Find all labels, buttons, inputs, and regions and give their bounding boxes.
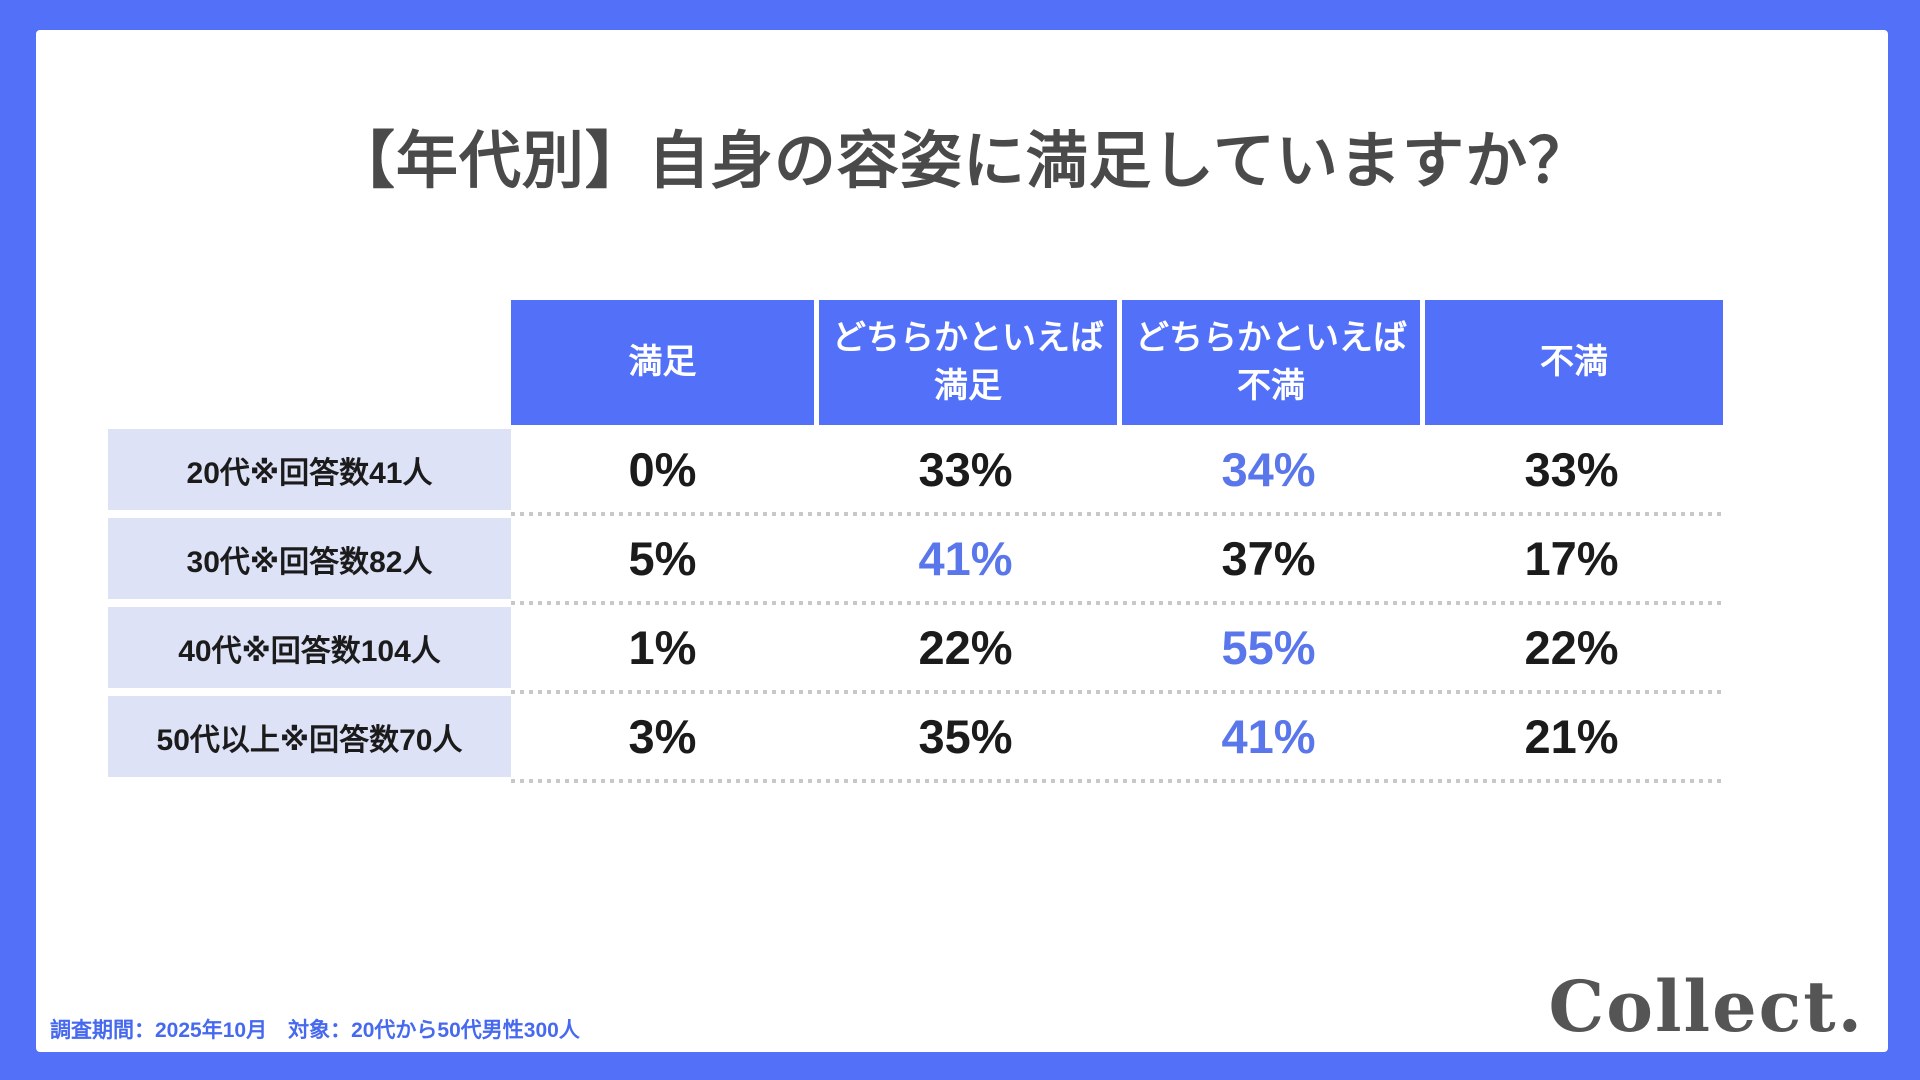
value-cell: 33% bbox=[1524, 443, 1619, 496]
column-header-line: 満足 bbox=[628, 342, 697, 381]
table-row: 20代※回答数41人 0% 33% 34% 33% bbox=[108, 425, 1723, 516]
value-cell: 0% bbox=[628, 443, 697, 496]
page-title: 【年代別】自身の容姿に満足していますか？ bbox=[332, 127, 1592, 196]
value-cell: 33% bbox=[918, 443, 1013, 496]
value-cell: 41% bbox=[918, 532, 1013, 585]
value-cell: 35% bbox=[918, 710, 1013, 763]
value-cell: 22% bbox=[918, 621, 1013, 674]
value-cell: 21% bbox=[1524, 710, 1619, 763]
column-header-line: 不満 bbox=[1237, 366, 1305, 405]
row-label-40s: 40代※回答数104人 bbox=[108, 607, 511, 688]
column-header-satisfied: 満足 bbox=[511, 300, 814, 425]
column-header-dissatisfied: 不満 bbox=[1420, 300, 1723, 425]
infographic-card: 【年代別】自身の容姿に満足していますか？ 満足 どちらかといえば 満足 どちらか… bbox=[36, 30, 1888, 1052]
column-header-line: どちらかといえば bbox=[1135, 318, 1407, 357]
column-header-somewhat-dissatisfied: どちらかといえば 不満 bbox=[1117, 300, 1420, 425]
column-header-somewhat-satisfied: どちらかといえば 満足 bbox=[814, 300, 1117, 425]
value-cell: 5% bbox=[628, 532, 697, 585]
column-header-line: 満足 bbox=[934, 366, 1002, 405]
table-row: 50代以上※回答数70人 3% 35% 41% 21% bbox=[108, 692, 1723, 783]
table-row: 40代※回答数104人 1% 22% 55% 22% bbox=[108, 603, 1723, 694]
row-label-30s: 30代※回答数82人 bbox=[108, 518, 511, 599]
survey-note: 調査期間：2025年10月 対象：20代から50代男性300人 bbox=[50, 1019, 580, 1042]
value-cell: 41% bbox=[1221, 710, 1316, 763]
value-cell: 1% bbox=[628, 621, 697, 674]
value-cell: 22% bbox=[1524, 621, 1619, 674]
value-cell: 37% bbox=[1221, 532, 1316, 585]
value-cell: 3% bbox=[628, 710, 697, 763]
column-header-line: 不満 bbox=[1540, 342, 1608, 381]
value-cell: 17% bbox=[1524, 532, 1619, 585]
column-header-line: どちらかといえば bbox=[832, 318, 1104, 357]
row-label-20s: 20代※回答数41人 bbox=[108, 429, 511, 510]
value-cell: 34% bbox=[1221, 443, 1316, 496]
row-label-50s-plus: 50代以上※回答数70人 bbox=[108, 696, 511, 777]
table-row: 30代※回答数82人 5% 41% 37% 17% bbox=[108, 514, 1723, 605]
table-header-row: 満足 どちらかといえば 満足 どちらかといえば 不満 不満 bbox=[511, 300, 1723, 425]
collect-logo: Collect. bbox=[1548, 965, 1864, 1048]
survey-result-table: 満足 どちらかといえば 満足 どちらかといえば 不満 不満 20代※回答数41人… bbox=[108, 300, 1723, 783]
value-cell: 55% bbox=[1221, 621, 1316, 674]
